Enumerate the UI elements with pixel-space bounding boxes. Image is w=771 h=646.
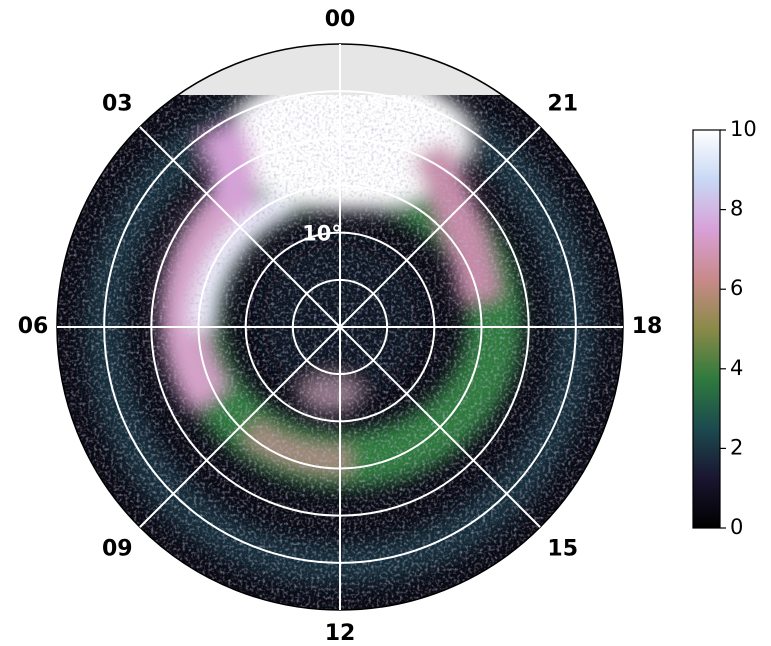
colorbar-tick-label: 6 (730, 276, 743, 300)
colorbar (693, 130, 720, 528)
chart: 00 03 06 09 12 15 18 21 10° 0 2 4 6 8 10 (0, 0, 771, 646)
theta-label: 00 (325, 7, 356, 32)
theta-label: 21 (547, 91, 578, 116)
theta-label: 12 (325, 621, 356, 646)
theta-label: 03 (102, 91, 133, 116)
colorbar-tick-label: 0 (730, 515, 743, 539)
theta-label: 09 (102, 537, 133, 562)
theta-label: 06 (18, 314, 49, 339)
theta-label: 18 (632, 314, 663, 339)
r-tick-label: 10° (302, 222, 342, 246)
colorbar-tick-label: 8 (730, 197, 743, 221)
colorbar-tick-label: 4 (730, 356, 743, 380)
colorbar-tick-label: 10 (730, 117, 757, 141)
colorbar-tick-label: 2 (730, 435, 743, 459)
theta-label: 15 (547, 537, 578, 562)
